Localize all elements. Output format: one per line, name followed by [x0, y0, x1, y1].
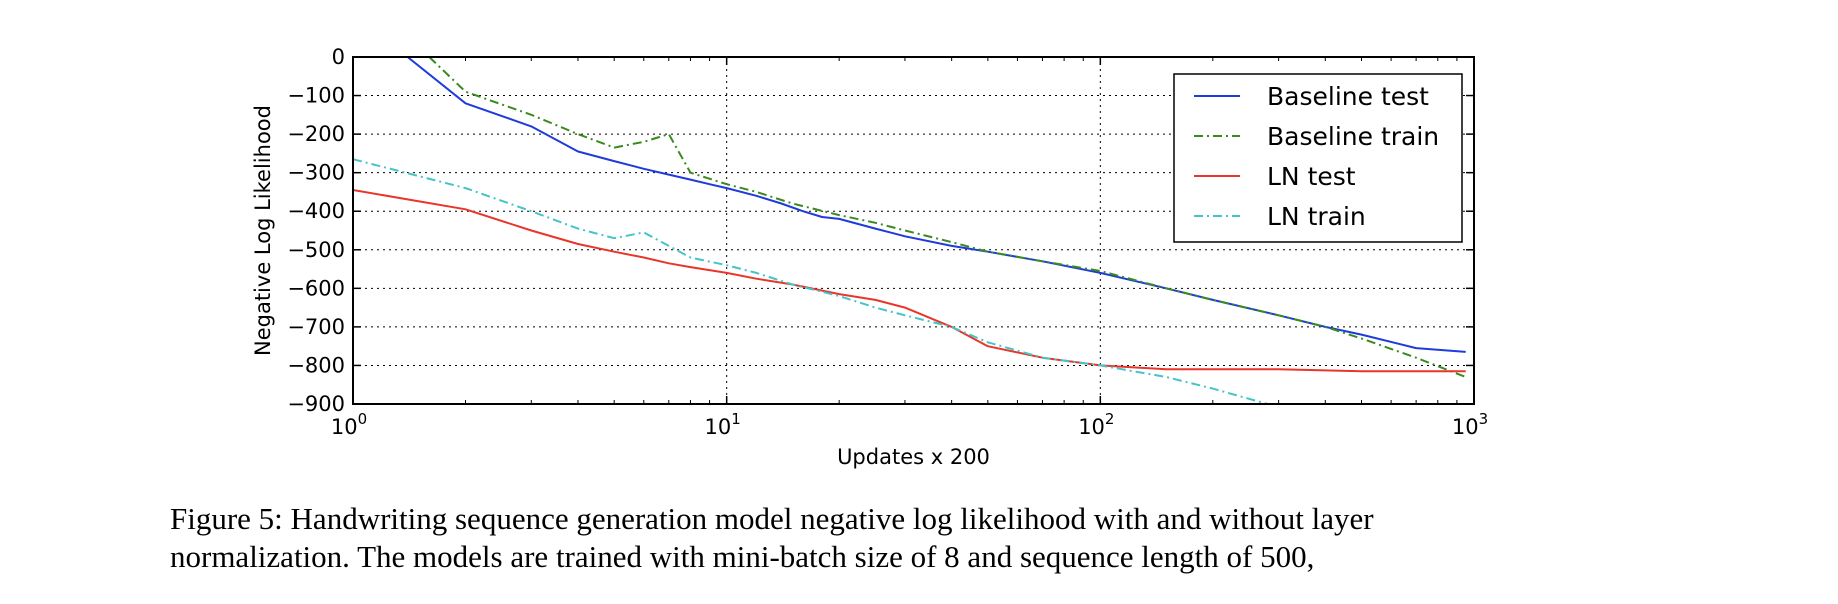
- y-tick-label: −800: [287, 353, 345, 377]
- x-tick-label: 102: [1078, 410, 1114, 439]
- legend-label: LN train: [1267, 202, 1366, 231]
- grid-lines: [353, 57, 1474, 404]
- legend-box: [1173, 73, 1463, 243]
- nll-chart: 0 −100 −200 −300 −400 −500 −600 −700 −800 −900100…: [251, 45, 1488, 469]
- y-tick-label: −400: [287, 199, 345, 223]
- legend-label: Baseline train: [1267, 122, 1439, 151]
- y-tick-label: −500: [287, 238, 345, 262]
- y-tick-label: −700: [287, 315, 345, 339]
- series-line-baseline-train: [428, 57, 1467, 378]
- y-axis-label: Negative Log Likelihood: [251, 105, 275, 356]
- legend-label: Baseline test: [1267, 82, 1429, 111]
- x-axis-label: Updates x 200: [837, 445, 990, 469]
- tick-layer: 0 −100 −200 −300 −400 −500 −600 −700 −800 −900100…: [287, 45, 1488, 439]
- y-tick-label: −600: [287, 276, 345, 300]
- figure-caption: Figure 5: Handwriting sequence generatio…: [170, 500, 1670, 576]
- plot-frame: [352, 56, 1475, 405]
- series-line-ln-test: [353, 189, 1466, 373]
- y-tick-label: 0: [332, 45, 345, 69]
- x-tick-label: 103: [1452, 410, 1488, 439]
- series-layer: [353, 57, 1467, 404]
- x-tick-label: 100: [331, 410, 367, 439]
- legend: Baseline test Baseline train LN test LN tra…: [1173, 73, 1463, 243]
- y-tick-label: −200: [287, 122, 345, 146]
- legend-label: LN test: [1267, 162, 1356, 191]
- x-tick-label: 101: [705, 410, 741, 439]
- y-tick-label: −300: [287, 161, 345, 185]
- series-line-ln-train: [353, 158, 1268, 404]
- caption-line-2: normalization. The models are trained wi…: [170, 539, 1315, 574]
- y-tick-label: −100: [287, 84, 345, 108]
- caption-line-1: Figure 5: Handwriting sequence generatio…: [170, 501, 1374, 536]
- y-tick-label: −900: [287, 392, 345, 416]
